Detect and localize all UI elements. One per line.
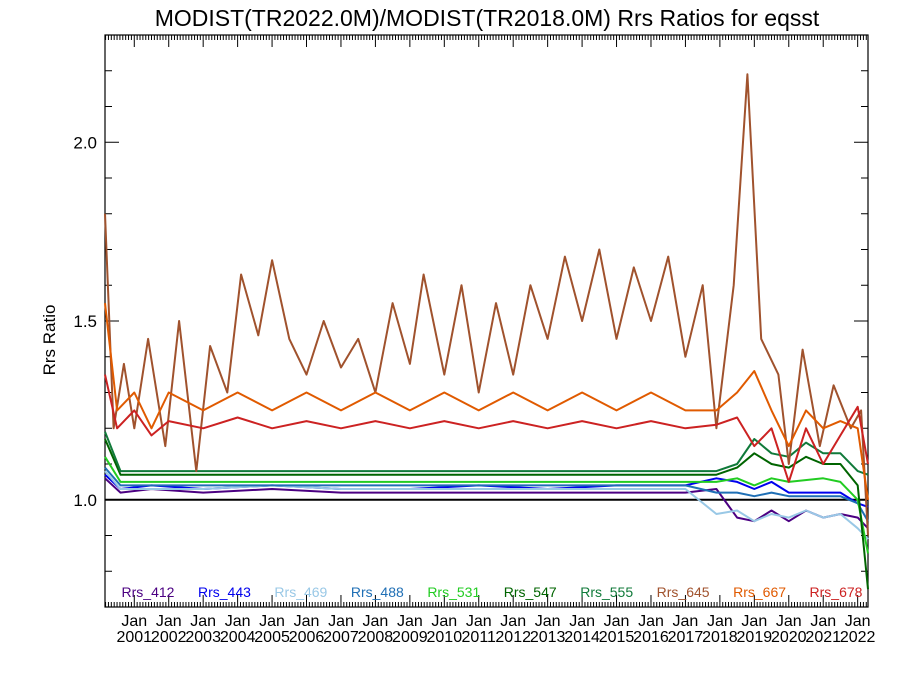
series-line-rrs-555 — [104, 431, 869, 476]
x-axis: Jan2001Jan2002Jan2003Jan2004Jan2005Jan20… — [105, 35, 876, 646]
x-tick-label-month: Jan — [673, 613, 699, 630]
x-tick-label-year: 2009 — [392, 629, 428, 646]
x-tick-label-month: Jan — [121, 613, 147, 630]
x-tick-label-month: Jan — [776, 613, 802, 630]
x-tick-label-year: 2017 — [668, 629, 704, 646]
chart-title: MODIST(TR2022.0M)/MODIST(TR2018.0M) Rrs … — [155, 5, 820, 31]
x-tick-label-month: Jan — [707, 613, 733, 630]
series-line-rrs-531 — [104, 456, 869, 554]
legend-item-rrs-678: Rrs_678 — [810, 584, 863, 600]
legend-item-rrs-555: Rrs_555 — [580, 584, 633, 600]
x-tick-label-year: 2010 — [427, 629, 463, 646]
y-axis: 1.0 1.5 2.0 — [73, 34, 868, 608]
legend-item-rrs-531: Rrs_531 — [427, 584, 480, 600]
x-tick-label-year: 2013 — [530, 629, 566, 646]
series-line-rrs-547 — [104, 438, 869, 590]
x-tick-label-year: 2007 — [323, 629, 359, 646]
x-tick-label-month: Jan — [845, 613, 871, 630]
x-tick-label-month: Jan — [156, 613, 182, 630]
series-line-rrs-645 — [104, 73, 869, 536]
y-axis-label: Rrs Ratio — [40, 305, 59, 376]
x-tick-label-month: Jan — [328, 613, 354, 630]
series-line-rrs-678 — [104, 374, 869, 483]
x-tick-label-year: 2021 — [805, 629, 841, 646]
legend: Rrs_412 Rrs_443 Rrs_469 Rrs_488 Rrs_531 Rrs_5… — [122, 584, 863, 600]
legend-item-rrs-488: Rrs_488 — [351, 584, 404, 600]
x-tick-label-year: 2008 — [358, 629, 394, 646]
y-tick-label: 2.0 — [73, 133, 97, 152]
series-layer — [104, 73, 869, 590]
x-tick-label-month: Jan — [190, 613, 216, 630]
series-line-rrs-667 — [104, 302, 869, 500]
x-tick-label-year: 2020 — [771, 629, 807, 646]
x-tick-label-month: Jan — [225, 613, 251, 630]
legend-item-rrs-645: Rrs_645 — [657, 584, 710, 600]
x-tick-label-month: Jan — [638, 613, 664, 630]
x-tick-label-year: 2014 — [564, 629, 600, 646]
x-tick-label-month: Jan — [535, 613, 561, 630]
x-tick-label-year: 2005 — [254, 629, 290, 646]
x-tick-label-month: Jan — [466, 613, 492, 630]
x-tick-label-month: Jan — [259, 613, 285, 630]
x-tick-label-year: 2002 — [151, 629, 187, 646]
x-tick-label-month: Jan — [294, 613, 320, 630]
legend-item-rrs-667: Rrs_667 — [733, 584, 786, 600]
x-tick-label-year: 2018 — [702, 629, 738, 646]
x-tick-label-month: Jan — [810, 613, 836, 630]
legend-item-rrs-412: Rrs_412 — [122, 584, 175, 600]
y-tick-label: 1.5 — [73, 312, 97, 331]
x-tick-label-month: Jan — [431, 613, 457, 630]
x-tick-label-year: 2019 — [737, 629, 773, 646]
x-tick-label-month: Jan — [741, 613, 767, 630]
legend-item-rrs-469: Rrs_469 — [274, 584, 327, 600]
series-line-rrs-469 — [104, 470, 869, 540]
x-tick-label-year: 2011 — [462, 629, 497, 646]
legend-item-rrs-443: Rrs_443 — [198, 584, 251, 600]
series-line-rrs-488 — [104, 466, 869, 522]
legend-item-rrs-547: Rrs_547 — [504, 584, 557, 600]
x-tick-label-month: Jan — [604, 613, 630, 630]
x-tick-label-month: Jan — [397, 613, 423, 630]
x-tick-label-month: Jan — [569, 613, 595, 630]
x-tick-label-year: 2003 — [185, 629, 221, 646]
x-tick-label-month: Jan — [363, 613, 389, 630]
x-tick-label-year: 2001 — [116, 629, 152, 646]
x-tick-label-year: 2006 — [289, 629, 325, 646]
x-tick-label-month: Jan — [500, 613, 526, 630]
x-tick-label-year: 2012 — [495, 629, 531, 646]
x-tick-label-year: 2016 — [633, 629, 669, 646]
x-tick-label-year: 2015 — [599, 629, 635, 646]
x-tick-label-year: 2004 — [220, 629, 256, 646]
x-tick-label-year: 2022 — [840, 629, 876, 646]
y-tick-label: 1.0 — [73, 491, 97, 510]
